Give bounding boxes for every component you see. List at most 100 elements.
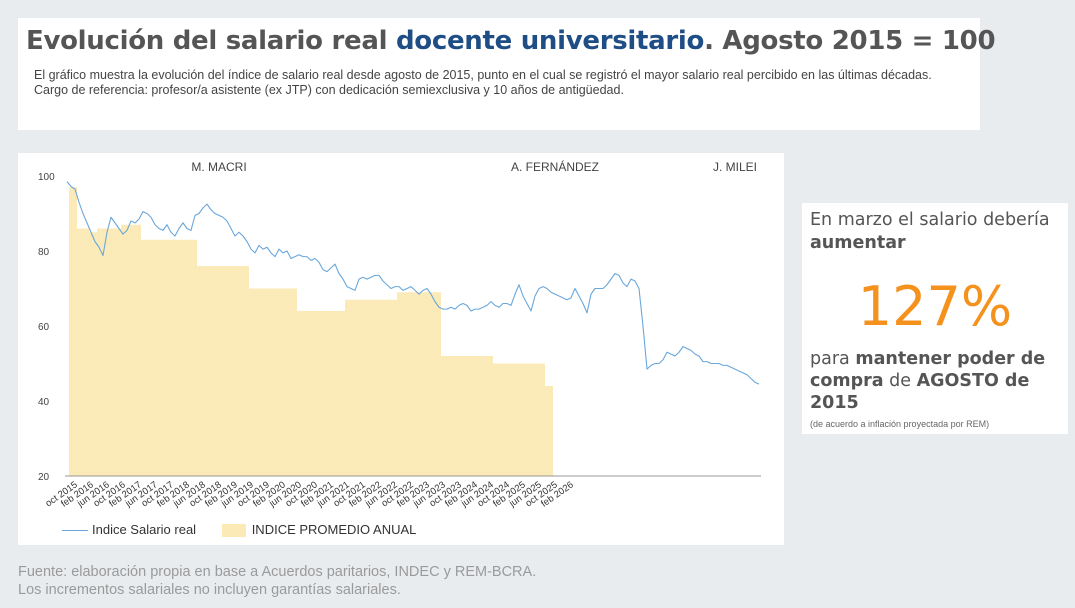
y-tick-label: 100 [38, 172, 55, 183]
bar [345, 299, 349, 476]
bar [513, 363, 517, 476]
bar [281, 288, 285, 476]
bar [145, 239, 149, 476]
bar [81, 228, 85, 476]
bar [217, 266, 221, 476]
bar [101, 228, 105, 476]
bar [397, 292, 401, 476]
bar [305, 311, 309, 476]
bar [289, 288, 293, 476]
bar [213, 266, 217, 476]
bar [225, 266, 229, 476]
bar [437, 292, 441, 476]
president-label: A. FERNÁNDEZ [511, 159, 599, 174]
bar [153, 239, 157, 476]
bar [465, 356, 469, 476]
bar [393, 299, 397, 476]
bar [161, 239, 165, 476]
y-tick-label: 80 [38, 247, 50, 258]
bar [241, 266, 245, 476]
bar [549, 386, 553, 476]
bar [193, 239, 197, 476]
bar [257, 288, 261, 476]
bar [297, 311, 301, 476]
page-title: Evolución del salario real docente unive… [26, 26, 996, 56]
bar [361, 299, 365, 476]
legend-label-bar: INDICE PROMEDIO ANUAL [251, 522, 417, 538]
bar [541, 363, 545, 476]
title-highlight: docente universitario [395, 26, 705, 56]
bar [461, 356, 465, 476]
bar [385, 299, 389, 476]
bar [457, 356, 461, 476]
bar [501, 363, 505, 476]
bar [329, 311, 333, 476]
y-tick-label: 20 [38, 472, 50, 483]
legend-line-swatch [62, 530, 88, 532]
bar [493, 363, 497, 476]
y-tick-label: 40 [38, 397, 50, 408]
bar [189, 239, 193, 476]
bar [481, 356, 485, 476]
bar [133, 224, 137, 476]
chart-legend: Indice Salario real INDICE PROMEDIO ANUA… [62, 521, 438, 538]
bar [117, 228, 121, 476]
bar [413, 292, 417, 476]
bar [121, 224, 125, 476]
bar [317, 311, 321, 476]
president-label: J. MILEI [713, 160, 757, 174]
bar [293, 288, 297, 476]
bar [369, 299, 373, 476]
bar [185, 239, 189, 476]
bar [73, 187, 77, 476]
bar [453, 356, 457, 476]
chart-card: 20 40 60 80 100 oct 2015 feb 2016 jun 2016 oct 2… [18, 153, 784, 545]
legend-item-line: Indice Salario real [62, 522, 196, 537]
bar [473, 356, 477, 476]
legend-label-line: Indice Salario real [92, 522, 197, 538]
bar [521, 363, 525, 476]
bar [365, 299, 369, 476]
bar [309, 311, 313, 476]
bar [449, 356, 453, 476]
bar [137, 224, 141, 476]
bar [149, 239, 153, 476]
bar [381, 299, 385, 476]
source-line: Fuente: elaboración propia en base a Acu… [18, 564, 537, 580]
bar [165, 239, 169, 476]
bar [509, 363, 513, 476]
bar [285, 288, 289, 476]
bar [505, 363, 509, 476]
bar [265, 288, 269, 476]
description: El gráfico muestra la evolución del índi… [34, 68, 954, 98]
bar [93, 232, 97, 476]
bar [409, 292, 413, 476]
bar [417, 292, 421, 476]
bar [433, 292, 437, 476]
disclaimer-line: Los incrementos salariales no incluyen g… [18, 582, 401, 598]
bar [517, 363, 521, 476]
bar [273, 288, 277, 476]
callout-note: (de acuerdo a inflación proyectada por R… [810, 419, 990, 429]
bar [389, 299, 393, 476]
bar [97, 228, 101, 476]
bar [89, 232, 93, 476]
y-tick-label: 60 [38, 322, 50, 333]
bar [445, 356, 449, 476]
bar [425, 292, 429, 476]
bar [141, 239, 145, 476]
bar [113, 228, 117, 476]
bar [537, 363, 541, 476]
callout-detail: para mantener poder de compra de AGOSTO … [810, 349, 1046, 413]
bar [477, 356, 481, 476]
bar [429, 292, 433, 476]
bar [333, 311, 337, 476]
description-line-1: El gráfico muestra la evolución del índi… [34, 68, 932, 82]
callout-card: En marzo el salario debería aumentar 127… [802, 203, 1068, 434]
bar [405, 292, 409, 476]
description-line-2: Cargo de referencia: profesor/a asistent… [34, 83, 624, 97]
bar [357, 299, 361, 476]
legend-item-bar: INDICE PROMEDIO ANUAL [221, 522, 417, 538]
bar [301, 311, 305, 476]
